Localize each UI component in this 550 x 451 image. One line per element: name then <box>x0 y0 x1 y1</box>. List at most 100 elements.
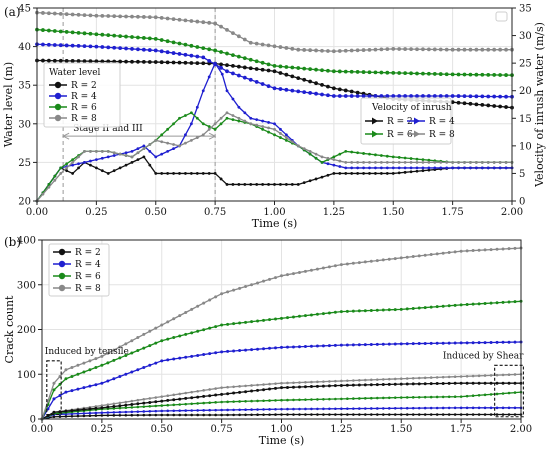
crack-count-r4-point <box>232 349 236 353</box>
water-level-r6-point <box>82 31 87 36</box>
tensile-crack-r2-point <box>334 413 337 416</box>
crack-count-r2-point <box>405 382 409 386</box>
water-level-r6-point <box>260 60 265 65</box>
tensile-crack-r8-point <box>489 374 493 377</box>
velocity-r8-point <box>59 172 63 175</box>
tensile-crack-r6-point <box>214 401 217 404</box>
water-level-r4-point <box>248 77 253 82</box>
water-level-r4-point <box>207 58 212 63</box>
water-level-r4-point <box>462 94 467 99</box>
tensile-crack-r6-point <box>154 404 158 408</box>
velocity-r2-point <box>94 166 98 170</box>
crack-count-r6-point <box>453 303 457 307</box>
water-level-r4-point <box>415 94 419 98</box>
velocity-r8-point <box>385 161 389 164</box>
velocity-r8-point <box>100 149 104 153</box>
water-level-r6-point <box>136 35 140 40</box>
velocity-r2-point <box>379 172 383 175</box>
tensile-crack-r2-point <box>328 413 331 416</box>
water-level-r4-point <box>349 94 354 98</box>
water-level-r6-point <box>153 36 158 41</box>
tensile-crack-r2-point <box>393 413 397 416</box>
tensile-crack-r6-point <box>435 395 439 399</box>
y-tick-label: 200 <box>17 325 36 336</box>
x-axis-label: Time (s) <box>259 434 305 447</box>
y-tick-label-left: 45 <box>18 4 31 15</box>
crack-count-r4-point <box>112 377 116 381</box>
velocity-r6-point <box>65 162 69 166</box>
crack-count-r4-point <box>465 341 469 345</box>
tensile-crack-r4-point <box>244 408 247 411</box>
velocity-r4-point <box>498 166 502 170</box>
velocity-r8-point <box>213 122 217 126</box>
tensile-crack-r4-point <box>190 409 193 412</box>
velocity-r6-point <box>397 156 401 159</box>
velocity-r6-point <box>409 157 413 160</box>
tensile-crack-r2-point <box>70 414 74 418</box>
velocity-r4-point <box>433 166 437 170</box>
tensile-crack-r2-point <box>250 413 253 417</box>
tensile-crack-r6-point <box>471 394 475 398</box>
tensile-crack-r2-point <box>399 413 403 416</box>
water-level-r6-point <box>474 72 479 77</box>
velocity-r8-point <box>469 161 472 164</box>
crack-count-r2-point <box>190 396 194 400</box>
water-level-r4-point <box>254 80 259 84</box>
tensile-crack-r6-point <box>501 392 505 395</box>
water-level-r8-point <box>183 18 188 23</box>
x-tick-label: 1.25 <box>323 207 345 218</box>
crack-count-r2-point <box>429 382 433 386</box>
water-level-r6-point <box>492 73 497 77</box>
crack-count-r2-point <box>357 383 361 387</box>
crack-count-r6-point <box>411 306 415 310</box>
tensile-crack-r8-point <box>501 373 505 377</box>
crack-count-r2-point <box>489 381 493 385</box>
crack-count-r6-point <box>387 308 391 312</box>
crack-count-r8-point <box>435 252 439 256</box>
tensile-crack-r8-point <box>106 403 110 406</box>
water-level-r8-point <box>64 12 69 17</box>
tensile-crack-r4-point <box>148 410 152 413</box>
tensile-crack-r6-point <box>453 395 457 399</box>
crack-count-r2-point <box>160 399 164 403</box>
tensile-crack-r4-point <box>208 408 211 412</box>
velocity-r8-point <box>474 161 478 164</box>
tensile-crack-r8-point <box>477 374 481 378</box>
water-level-r6-point <box>278 64 283 69</box>
crack-count-r4-point <box>345 343 349 347</box>
water-level-r4-point <box>385 94 390 98</box>
water-level-r6-point <box>100 32 105 37</box>
tensile-crack-r4-point <box>304 407 307 411</box>
tensile-crack-r2-point <box>387 413 391 416</box>
velocity-r6-point <box>47 183 51 186</box>
tensile-crack-r6-point <box>142 405 146 408</box>
y-tick-label-right: 35 <box>519 4 532 15</box>
crack-count-r2-point <box>387 382 391 386</box>
crack-count-r2-point <box>297 385 301 389</box>
crack-count-r8-point <box>375 259 379 263</box>
crack-count-r8-point <box>280 274 283 278</box>
tensile-crack-r8-point <box>190 390 193 394</box>
velocity-r6-point <box>225 116 229 120</box>
tensile-crack-r6-point <box>387 396 391 400</box>
tensile-crack-r2-point <box>244 413 247 417</box>
water-level-r2-point <box>331 86 336 91</box>
crack-count-r4-point <box>297 345 301 349</box>
tensile-crack-r6-point <box>352 397 355 400</box>
water-level-r4-point <box>290 88 295 93</box>
water-level-r8-point <box>231 31 235 35</box>
water-level-r4-point <box>444 94 449 98</box>
velocity-r2-point <box>178 172 181 175</box>
tensile-crack-r4-point <box>124 410 128 414</box>
water-level-r4-point <box>64 43 69 48</box>
water-level-r2-point <box>314 81 318 86</box>
crack-count-r4-point <box>280 345 283 349</box>
velocity-r2-point <box>320 175 324 179</box>
crack-count-r8-point <box>501 247 505 251</box>
water-level-r2-point <box>504 105 508 109</box>
water-level-r4-point <box>118 46 123 51</box>
crack-count-r6-point <box>226 322 230 326</box>
water-level-r8-point <box>272 44 277 49</box>
tensile-crack-r8-point <box>112 402 116 406</box>
crack-count-r8-point <box>399 256 403 260</box>
